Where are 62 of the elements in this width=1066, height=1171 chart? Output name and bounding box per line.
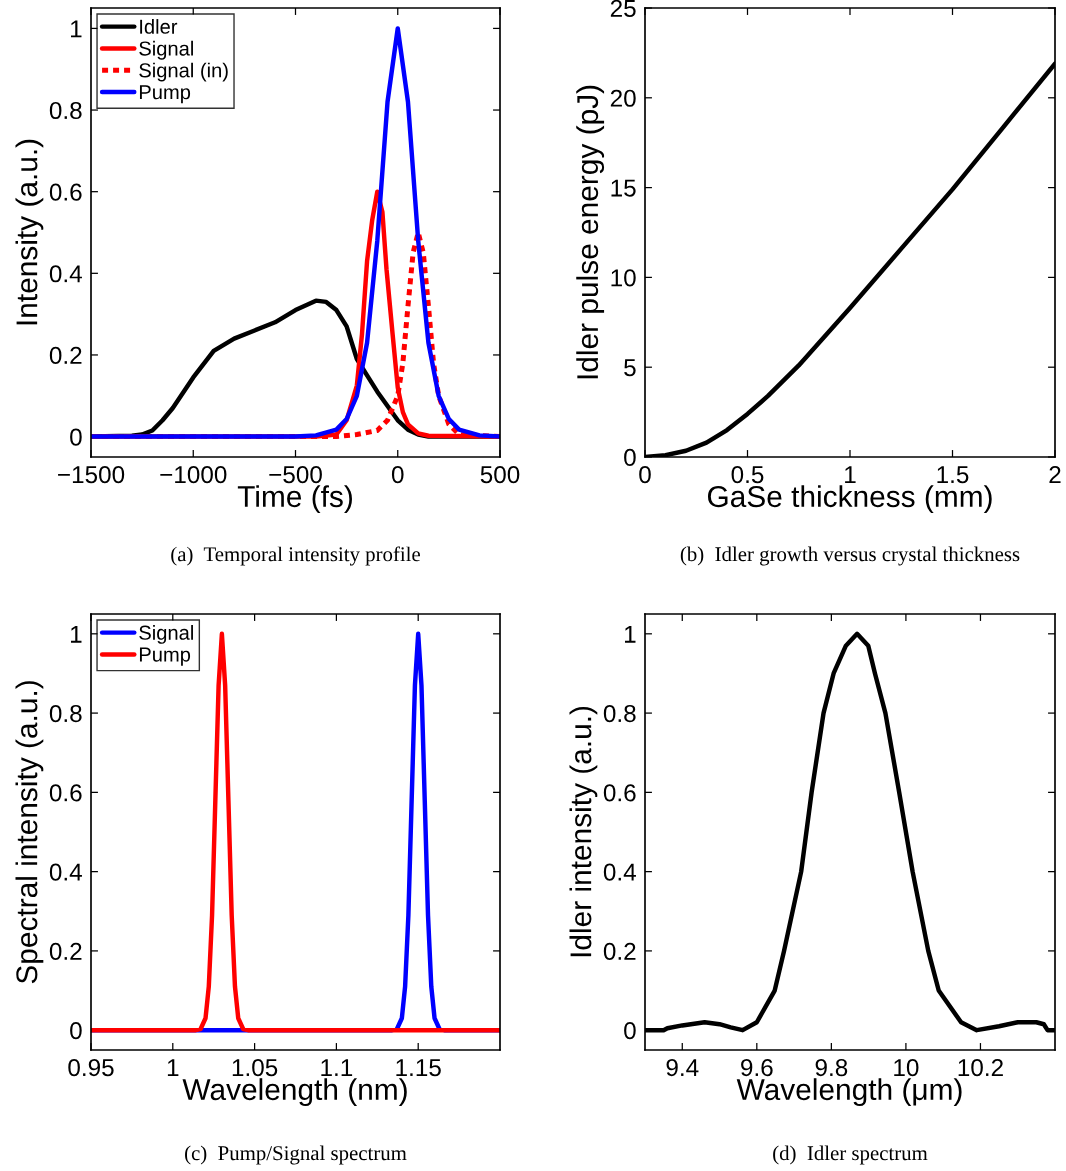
x-axis-title: Wavelength (nm) [182,1078,407,1107]
x-tick-label: −500 [269,465,322,484]
x-tick-label: 1.1 [321,1059,353,1076]
x-tick-label: −1000 [160,465,227,484]
y-tick-label: 0.6 [49,183,82,201]
y-tick-label: 0.8 [49,101,82,120]
y-tick-label: 0.2 [49,346,82,364]
y-tick-label: 0.8 [49,704,82,723]
y-tick-label: 1 [71,20,82,38]
x-tick-label: 0 [639,465,651,484]
y-tick-label: 0.8 [603,704,636,723]
text: (a) Temporal intensity profile [171,546,420,566]
x-tick-label: 1.5 [937,466,969,484]
y-axis-title: Idler pulse energy (pJ) [576,85,605,379]
x-tick-label: −1500 [58,465,125,484]
y-tick-label: 1 [71,625,82,643]
y-tick-label: 25 [610,0,636,18]
y-tick-label: 0.4 [49,265,82,283]
legend-label: Pump [139,647,191,666]
x-tick-label: 9.4 [666,1058,699,1077]
y-tick-label: 0 [70,1022,82,1040]
x-tick-label: 10 [894,1058,919,1077]
x-tick-label: 2 [1049,465,1061,483]
x-tick-label: 500 [480,465,520,484]
legend-label: Idler [140,19,178,34]
x-axis-title: GaSe thickness (mm) [707,485,992,514]
y-tick-label: 0 [624,1022,636,1040]
y-axis-title: Intensity (a.u.) [15,139,44,325]
text: (b) Idler growth versus crystal thickness [680,546,1020,566]
y-tick-label: 1 [625,625,636,643]
y-tick-label: 5 [624,359,636,377]
text: (d) Idler spectrum [773,1145,928,1165]
y-axis-title: Idler intensity (a.u.) [569,706,598,957]
y-axis-title: Spectral intensity (a.u.) [15,681,44,984]
y-tick-label: 15 [611,179,636,197]
y-tick-label: 0.2 [49,942,82,960]
text: (c) Pump/Signal spectrum [185,1145,407,1165]
y-tick-label: 0.6 [603,784,636,802]
x-tick-label: 9.6 [741,1058,773,1077]
y-tick-label: 0.4 [49,863,82,881]
x-tick-label: 0.5 [731,465,764,484]
y-tick-label: 0.6 [49,784,82,802]
legend-label: Signal [139,40,193,60]
x-tick-label: 10.2 [958,1058,1003,1077]
x-tick-label: 1 [167,1059,179,1076]
y-tick-label: 0 [624,448,636,467]
x-tick-label: 0 [391,465,404,484]
x-tick-label: 0.95 [68,1058,114,1077]
x-axis-title: Time (fs) [237,485,352,514]
legend-label: Signal [139,625,193,644]
x-tick-label: 1.05 [232,1058,278,1077]
x-tick-label: 1 [845,466,856,483]
y-tick-label: 0 [70,428,82,446]
legend-label: Pump [139,85,191,104]
y-tick-label: 0.2 [603,942,636,960]
x-tick-label: 1.15 [396,1059,441,1077]
y-tick-label: 20 [610,89,636,107]
legend-label: Signal (in) [139,62,228,82]
x-tick-label: 9.8 [815,1058,848,1077]
y-tick-label: 10 [611,269,636,287]
x-axis-title: Wavelength (μm) [736,1078,962,1107]
y-tick-label: 0.4 [603,863,636,881]
